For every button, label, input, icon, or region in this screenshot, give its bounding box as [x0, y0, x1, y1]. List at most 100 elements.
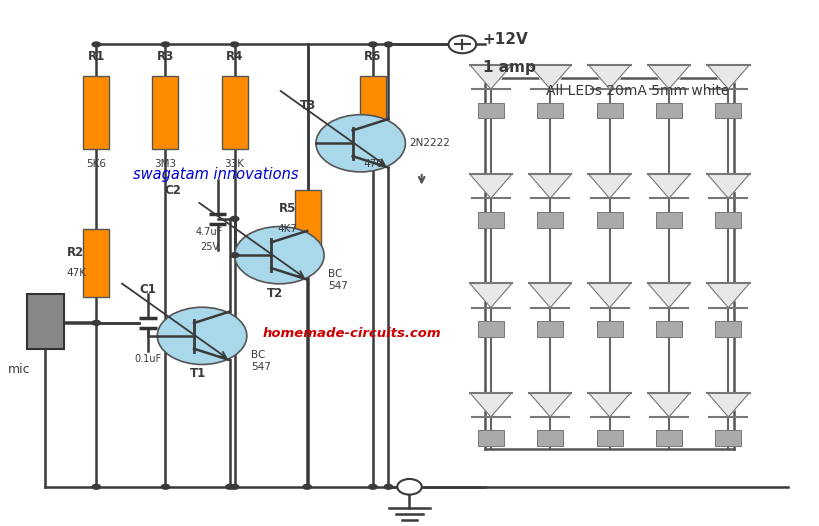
Text: 470: 470 [363, 159, 382, 169]
Circle shape [229, 41, 239, 47]
Bar [27, 294, 64, 349]
Circle shape [717, 179, 740, 194]
Text: 25V: 25V [200, 242, 219, 252]
Text: 5K6: 5K6 [86, 159, 106, 169]
Bar [596, 212, 622, 228]
Circle shape [658, 179, 681, 194]
Bar [152, 76, 179, 148]
Text: R6: R6 [364, 49, 382, 63]
Circle shape [479, 179, 503, 194]
Bar [715, 103, 741, 118]
Circle shape [658, 288, 681, 303]
Circle shape [717, 397, 740, 412]
Bar [715, 430, 741, 446]
Bar [295, 190, 321, 258]
Circle shape [368, 41, 378, 47]
Text: R1: R1 [88, 49, 105, 63]
Circle shape [316, 115, 405, 172]
Bar [715, 321, 741, 337]
Polygon shape [708, 65, 749, 89]
Bar [537, 212, 563, 228]
Polygon shape [589, 392, 631, 417]
Bar [477, 430, 504, 446]
Bar [537, 103, 563, 118]
Bar [656, 321, 682, 337]
Circle shape [539, 288, 562, 303]
Text: R5: R5 [278, 202, 296, 215]
Polygon shape [648, 284, 690, 308]
Text: All LEDs 20mA 5mm white: All LEDs 20mA 5mm white [545, 84, 729, 98]
Circle shape [539, 179, 562, 194]
Bar [656, 430, 682, 446]
Text: mic: mic [7, 363, 30, 376]
Circle shape [658, 397, 681, 412]
Text: C1: C1 [139, 282, 156, 296]
Text: R2: R2 [67, 246, 84, 259]
Polygon shape [708, 284, 749, 308]
Polygon shape [529, 174, 572, 198]
Polygon shape [529, 392, 572, 417]
Bar [537, 321, 563, 337]
Polygon shape [469, 174, 512, 198]
Text: T3: T3 [300, 99, 316, 113]
Polygon shape [529, 65, 572, 89]
Circle shape [598, 69, 622, 84]
Bar [656, 103, 682, 118]
Text: 47K: 47K [66, 268, 86, 278]
Circle shape [658, 69, 681, 84]
Bar [596, 103, 622, 118]
Bar [596, 321, 622, 337]
Circle shape [598, 288, 622, 303]
Circle shape [92, 320, 102, 326]
Circle shape [539, 69, 562, 84]
Bar [656, 212, 682, 228]
Polygon shape [589, 174, 631, 198]
Circle shape [479, 288, 503, 303]
Circle shape [157, 307, 247, 365]
Circle shape [598, 397, 622, 412]
Circle shape [479, 397, 503, 412]
Polygon shape [469, 65, 512, 89]
Bar [537, 430, 563, 446]
Circle shape [229, 252, 239, 258]
Bar [596, 430, 622, 446]
Text: 4K7: 4K7 [278, 224, 297, 234]
Bar [477, 212, 504, 228]
Text: 3M3: 3M3 [155, 159, 177, 169]
Circle shape [161, 41, 170, 47]
Polygon shape [648, 174, 690, 198]
Circle shape [92, 41, 102, 47]
Bar [477, 321, 504, 337]
Bar [84, 76, 110, 148]
Circle shape [717, 69, 740, 84]
Circle shape [479, 69, 503, 84]
Circle shape [368, 484, 378, 490]
Text: 2N2222: 2N2222 [410, 138, 450, 148]
Bar [84, 229, 110, 297]
Text: R3: R3 [157, 49, 174, 63]
Bar [715, 212, 741, 228]
Polygon shape [469, 284, 512, 308]
Polygon shape [648, 65, 690, 89]
Bar [222, 76, 247, 148]
Circle shape [598, 179, 622, 194]
Bar [477, 103, 504, 118]
Text: 0.1uF: 0.1uF [134, 355, 161, 365]
Circle shape [225, 484, 235, 490]
Polygon shape [589, 284, 631, 308]
Polygon shape [708, 174, 749, 198]
Text: BC
547: BC 547 [251, 350, 271, 372]
Circle shape [539, 397, 562, 412]
Text: homemade-circuits.com: homemade-circuits.com [263, 327, 441, 340]
Circle shape [383, 484, 393, 490]
Polygon shape [469, 392, 512, 417]
Circle shape [302, 484, 312, 490]
Circle shape [234, 227, 324, 284]
Circle shape [717, 288, 740, 303]
Bar [360, 76, 386, 148]
Text: R4: R4 [226, 49, 243, 63]
Text: BC
547: BC 547 [328, 269, 348, 291]
Polygon shape [648, 392, 690, 417]
Text: 33K: 33K [224, 159, 245, 169]
Circle shape [229, 484, 239, 490]
